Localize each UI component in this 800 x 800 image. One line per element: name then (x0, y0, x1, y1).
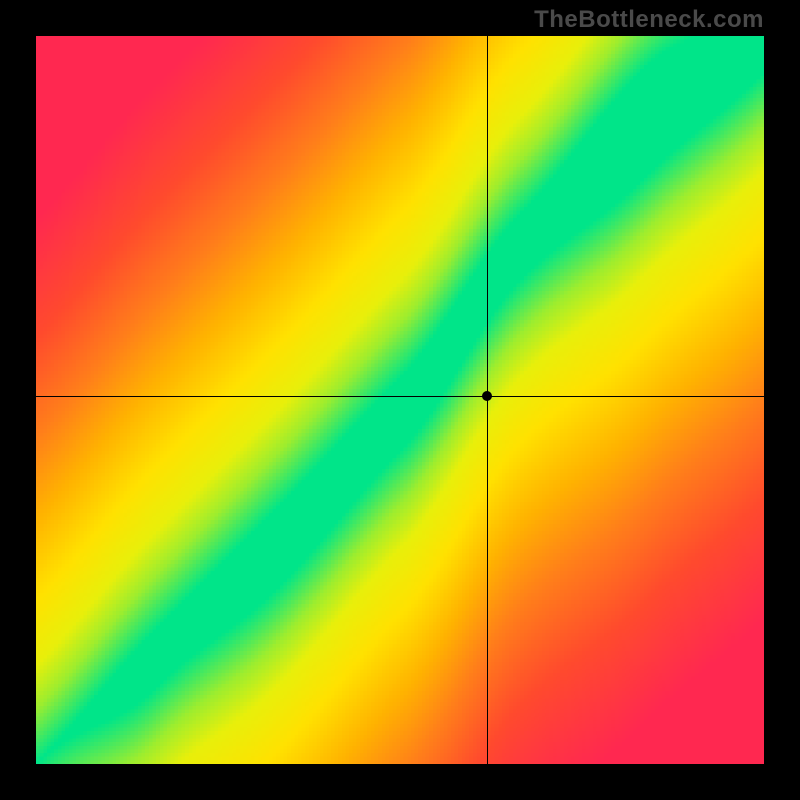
heatmap-canvas (36, 36, 764, 764)
heatmap-plot (36, 36, 764, 764)
watermark-text: TheBottleneck.com (534, 6, 764, 34)
